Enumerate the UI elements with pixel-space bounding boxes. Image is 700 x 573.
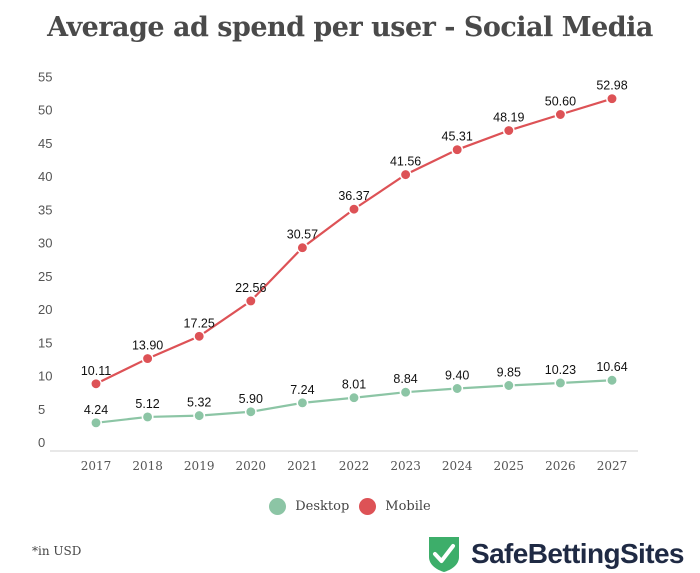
legend: Desktop Mobile xyxy=(0,498,700,515)
data-label-mobile: 10.11 xyxy=(81,364,111,378)
data-label-mobile: 41.56 xyxy=(390,155,421,169)
data-label-mobile: 22.56 xyxy=(235,281,266,295)
data-label-desktop: 5.32 xyxy=(187,396,211,410)
data-label-desktop: 10.64 xyxy=(596,360,627,374)
legend-marker-mobile xyxy=(359,498,377,515)
footnote: *in USD xyxy=(32,544,82,558)
data-point-desktop[interactable] xyxy=(451,382,464,395)
data-label-mobile: 36.37 xyxy=(338,189,369,203)
data-label-desktop: 9.85 xyxy=(497,365,521,379)
data-label-desktop: 5.90 xyxy=(239,392,263,406)
data-label-mobile: 48.19 xyxy=(493,111,524,125)
x-tick-label: 2021 xyxy=(287,459,318,473)
data-point-mobile[interactable] xyxy=(606,92,618,105)
legend-label-desktop: Desktop xyxy=(295,499,350,514)
x-axis: 2017 2018 2019 2020 2021 2022 2023 2024 2025 2026… xyxy=(81,459,628,473)
legend-item-mobile[interactable]: Mobile xyxy=(359,498,431,515)
y-tick-label: 30 xyxy=(38,236,52,251)
brand-name: SafeBettingSites xyxy=(471,538,685,569)
data-label-desktop: 7.24 xyxy=(290,383,314,397)
data-point-mobile[interactable] xyxy=(296,241,309,254)
data-point-desktop[interactable] xyxy=(348,391,360,404)
data-point-mobile[interactable] xyxy=(348,203,360,216)
chart-title: Average ad spend per user - Social Media xyxy=(47,12,653,43)
data-label-desktop: 5.12 xyxy=(135,397,159,411)
x-tick-label: 2022 xyxy=(339,459,370,473)
data-point-desktop[interactable] xyxy=(193,409,206,422)
data-point-desktop[interactable] xyxy=(244,405,257,418)
data-point-desktop[interactable] xyxy=(606,374,618,387)
y-tick-label: 25 xyxy=(38,269,52,284)
y-tick-label: 5 xyxy=(38,402,45,417)
y-tick-label: 0 xyxy=(38,435,45,450)
x-tick-label: 2023 xyxy=(390,459,421,473)
data-label-desktop: 8.84 xyxy=(393,372,417,386)
legend-marker-desktop xyxy=(269,498,287,515)
data-point-desktop[interactable] xyxy=(296,396,309,409)
data-point-desktop[interactable] xyxy=(554,377,567,389)
brand-logo: SafeBettingSites xyxy=(427,535,685,573)
data-point-mobile[interactable] xyxy=(244,295,257,307)
data-point-mobile[interactable] xyxy=(193,330,206,343)
x-tick-label: 2024 xyxy=(442,459,473,473)
y-tick-label: 10 xyxy=(38,369,52,384)
series-desktop: 4.24 5.12 5.32 5.90 7.24 8.01 8.84 9.40 9.85 10.2… xyxy=(84,360,628,429)
shield-check-icon xyxy=(429,537,459,572)
series-mobile: 10.11 13.90 17.25 22.56 30.57 36.37 41.56 45.31… xyxy=(81,79,628,390)
data-label-mobile: 17.25 xyxy=(184,316,215,330)
y-tick-label: 35 xyxy=(38,202,52,217)
data-point-mobile[interactable] xyxy=(554,108,567,121)
y-axis: 0 5 10 15 20 25 30 35 40 45 50 55 xyxy=(38,69,52,450)
y-tick-label: 40 xyxy=(38,169,52,184)
x-tick-label: 2026 xyxy=(545,459,576,473)
x-tick-label: 2027 xyxy=(597,459,628,473)
data-label-desktop: 9.40 xyxy=(445,368,469,382)
data-label-mobile: 50.60 xyxy=(545,95,576,109)
data-point-desktop[interactable] xyxy=(399,386,412,399)
x-tick-label: 2020 xyxy=(236,459,267,473)
x-tick-label: 2017 xyxy=(81,459,112,473)
series-group: 4.24 5.12 5.32 5.90 7.24 8.01 8.84 9.40 9.85 10.2… xyxy=(81,79,628,429)
data-label-desktop: 4.24 xyxy=(84,403,108,417)
y-tick-label: 15 xyxy=(38,335,52,350)
series-line-mobile xyxy=(95,97,613,385)
x-tick-label: 2018 xyxy=(132,459,163,473)
data-point-mobile[interactable] xyxy=(502,124,515,137)
data-point-desktop[interactable] xyxy=(141,411,154,423)
y-tick-label: 45 xyxy=(38,136,52,151)
data-point-desktop[interactable] xyxy=(502,379,515,392)
data-point-desktop[interactable] xyxy=(90,416,102,429)
data-point-mobile[interactable] xyxy=(451,143,464,156)
y-tick-label: 50 xyxy=(38,103,52,118)
data-label-desktop: 10.23 xyxy=(545,363,576,377)
y-tick-label: 20 xyxy=(38,302,52,317)
data-label-mobile: 45.31 xyxy=(442,130,473,144)
x-tick-label: 2025 xyxy=(494,459,525,473)
data-label-mobile: 52.98 xyxy=(596,79,627,93)
data-label-desktop: 8.01 xyxy=(342,378,366,392)
data-point-mobile[interactable] xyxy=(90,377,102,390)
legend-label-mobile: Mobile xyxy=(385,499,431,514)
legend-item-desktop[interactable]: Desktop xyxy=(269,498,349,515)
x-tick-label: 2019 xyxy=(184,459,215,473)
y-tick-label: 55 xyxy=(38,69,52,84)
data-label-mobile: 30.57 xyxy=(287,228,318,242)
data-point-mobile[interactable] xyxy=(399,168,412,181)
data-label-mobile: 13.90 xyxy=(132,339,163,353)
data-point-mobile[interactable] xyxy=(141,352,154,365)
